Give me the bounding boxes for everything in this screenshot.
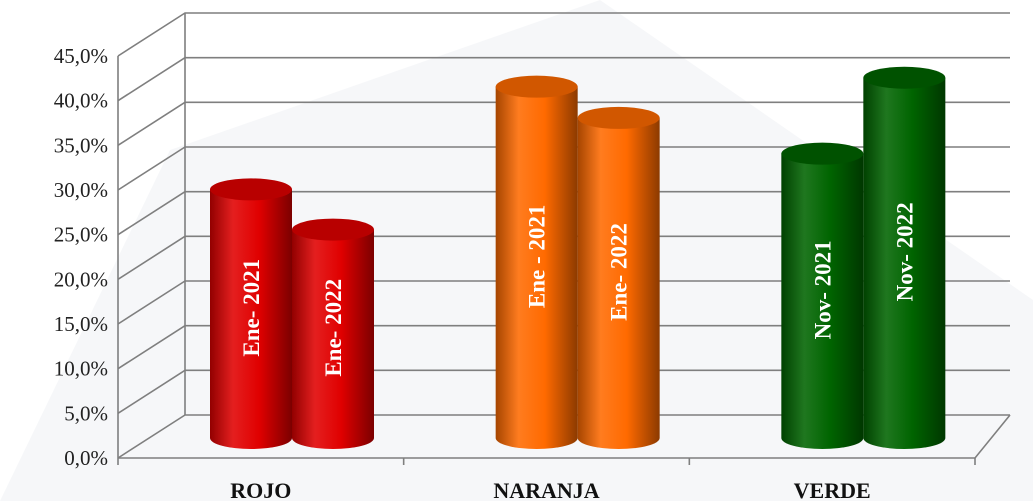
axes: [117, 13, 1011, 465]
bar-label: Ene- 2022: [607, 223, 632, 321]
y-tick-label: 20,0%: [54, 267, 108, 291]
bar: Nov- 2021: [781, 142, 864, 450]
bar-body: [577, 117, 660, 449]
bar-label: Ene- 2021: [239, 259, 264, 357]
bar-body: [863, 77, 946, 450]
y-tick-label: 30,0%: [54, 178, 108, 202]
bar: Ene- 2022: [292, 218, 374, 449]
bar-label: Nov- 2022: [892, 202, 917, 301]
y-tick-label: 35,0%: [54, 133, 108, 157]
bar: Ene - 2021: [495, 75, 578, 449]
bar-top: [863, 66, 946, 89]
bar-label: Ene - 2021: [525, 205, 550, 309]
y-tick-label: 45,0%: [54, 44, 108, 68]
bar: Ene- 2021: [210, 178, 292, 449]
y-tick-label: 25,0%: [54, 223, 108, 247]
bar-body: [292, 229, 374, 449]
y-tick-label: 10,0%: [54, 357, 108, 381]
bar-top: [495, 75, 578, 98]
bar-body: [781, 153, 864, 450]
y-tick-label: 0,0%: [64, 446, 108, 470]
bar-label: Ene- 2022: [321, 279, 346, 377]
bars: Ene- 2021 Ene- 2022 Ene - 2021 Ene- 2022 Nov…: [210, 66, 946, 450]
y-tick-label: 15,0%: [54, 312, 108, 336]
bar-top: [781, 142, 864, 165]
category-label: ROJO: [230, 478, 291, 501]
bar: Ene- 2022: [577, 106, 660, 449]
labels: 0,0% 5,0% 10,0% 15,0% 20,0% 25,0% 30,0% 35,0% 40…: [54, 44, 871, 501]
y-tick-label: 5,0%: [64, 401, 108, 425]
bar-top: [292, 218, 374, 241]
bar: Nov- 2022: [863, 66, 946, 450]
category-label: NARANJA: [493, 478, 599, 501]
bar-body: [495, 86, 578, 449]
category-label: VERDE: [794, 478, 871, 501]
bar-top: [210, 178, 292, 201]
bar-top: [577, 106, 660, 129]
bar-body: [210, 189, 292, 449]
bar-label: Nov- 2021: [810, 240, 835, 339]
y-tick-label: 40,0%: [54, 89, 108, 113]
